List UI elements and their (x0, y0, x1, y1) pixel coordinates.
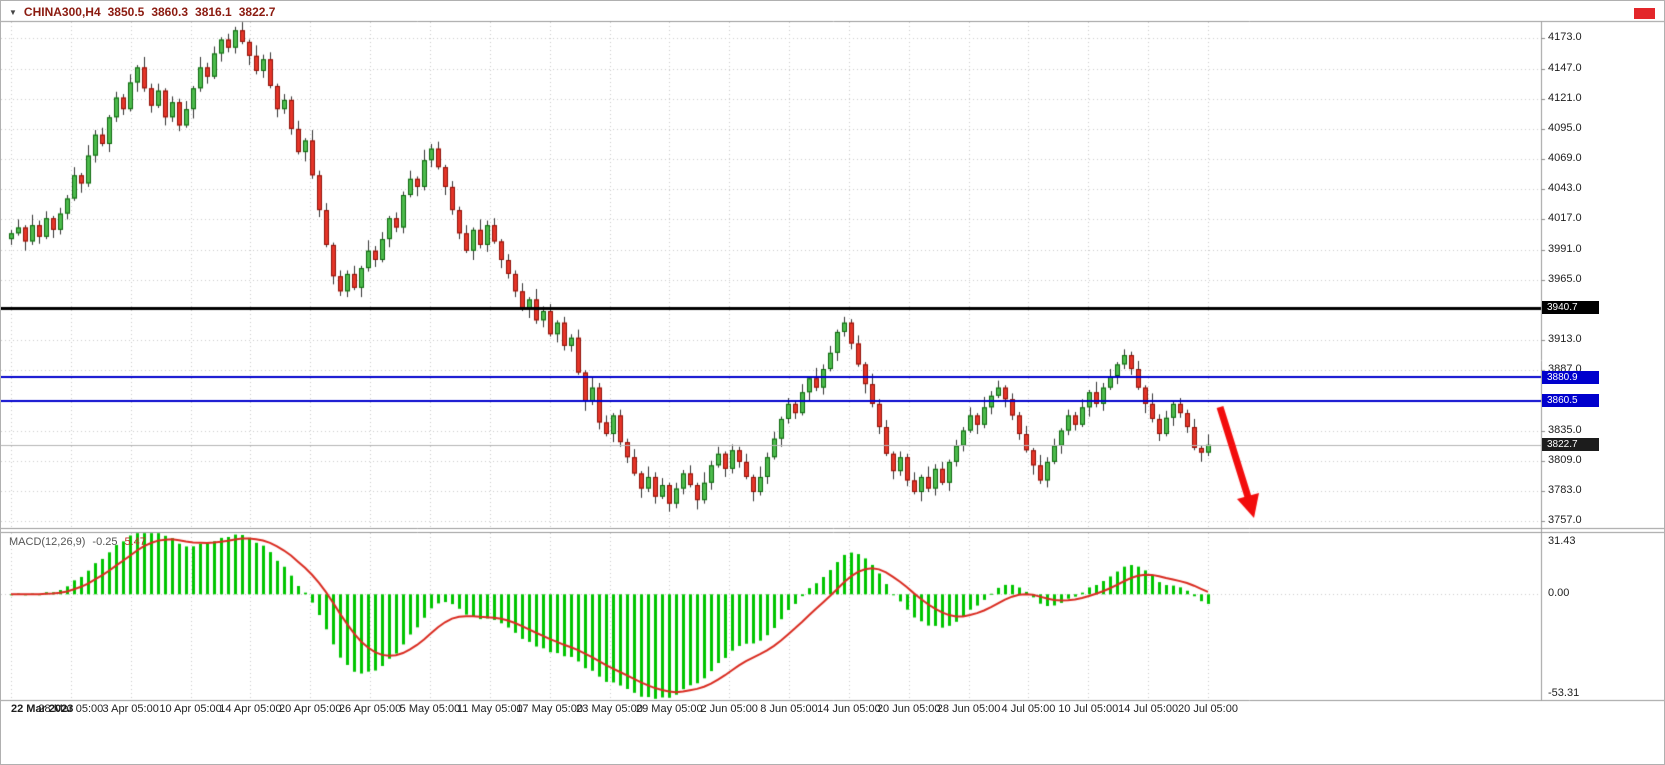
time-tick-label: 11 May 05:00 (456, 703, 523, 715)
macd-tick-label: 0.00 (1548, 587, 1570, 600)
macd-name: MACD(12,26,9) (9, 536, 86, 548)
time-tick-label: 23 May 05:00 (576, 703, 643, 715)
symbol-timeframe-label: CHINA300,H4 (23, 5, 101, 19)
time-tick-label: 3 Apr 05:00 (102, 703, 159, 715)
time-tick-label: 29 May 05:00 (636, 703, 703, 715)
time-tick-label: 20 Apr 05:00 (279, 703, 342, 715)
price-tick-label: 4095.0 (1548, 121, 1582, 134)
price-tick-label: 4173.0 (1548, 31, 1582, 44)
price-tick-label: 3757.0 (1548, 514, 1582, 527)
price-level-tag: 3940.7 (1542, 301, 1599, 315)
macd-indicator-label: MACD(12,26,9) -0.25 5.47 (9, 536, 146, 548)
macd-tick-label: -53.31 (1548, 687, 1580, 699)
time-tick-label: 28 Jun 05:00 (936, 703, 1001, 715)
time-tick-label: 2 Jun 05:00 (700, 703, 758, 715)
ohlc-low-value: 3816.1 (195, 5, 232, 19)
time-tick-label: 14 Jun 05:00 (817, 703, 881, 715)
time-tick-label: 28 Mar 05:00 (38, 703, 104, 715)
time-tick-label: 10 Jul 05:00 (1058, 703, 1119, 715)
price-tick-label: 3809.0 (1548, 453, 1582, 466)
price-tick-label: 3965.0 (1548, 272, 1582, 285)
ohlc-open-value: 3850.5 (107, 5, 145, 19)
time-tick-label: 4 Jul 05:00 (1001, 703, 1056, 715)
price-tick-label: 4147.0 (1548, 61, 1582, 74)
price-tick-label: 4043.0 (1548, 182, 1582, 195)
time-tick-label: 10 Apr 05:00 (159, 703, 222, 715)
price-tick-label: 3783.0 (1548, 483, 1582, 496)
price-tick-label: 3991.0 (1548, 242, 1582, 255)
time-tick-label: 22 Mar 2023 (11, 703, 74, 715)
price-tick-label: 3835.0 (1548, 423, 1582, 436)
status-indicator (1634, 8, 1655, 19)
current-price-tag: 3822.7 (1542, 438, 1599, 452)
macd-signal-value: 5.47 (124, 536, 146, 548)
chart-header: ▼ CHINA300,H4 3850.5 3860.3 3816.1 3822.… (9, 5, 275, 19)
price-tick-label: 3913.0 (1548, 333, 1582, 346)
price-tick-label: 4017.0 (1548, 212, 1582, 225)
chart-dropdown-icon[interactable]: ▼ (9, 7, 17, 17)
time-tick-label: 26 Apr 05:00 (338, 703, 402, 715)
time-tick-label: 20 Jun 05:00 (876, 703, 941, 715)
macd-tick-label: 31.43 (1548, 535, 1576, 547)
time-tick-label: 5 May 05:00 (399, 703, 461, 715)
time-tick-label: 17 May 05:00 (516, 703, 583, 715)
macd-main-value: -0.25 (92, 536, 118, 548)
time-tick-label: 14 Apr 05:00 (219, 703, 282, 715)
price-tick-label: 4121.0 (1548, 91, 1582, 104)
time-tick-label: 8 Jun 05:00 (760, 703, 818, 715)
price-level-tag: 3860.5 (1542, 394, 1599, 408)
price-level-tag: 3880.9 (1542, 370, 1599, 384)
ohlc-close-value: 3822.7 (238, 5, 276, 19)
ohlc-high-value: 3860.3 (151, 5, 189, 19)
time-tick-label: 14 Jul 05:00 (1118, 703, 1179, 715)
price-tick-label: 4069.0 (1548, 152, 1582, 165)
time-tick-label: 20 Jul 05:00 (1178, 703, 1238, 715)
